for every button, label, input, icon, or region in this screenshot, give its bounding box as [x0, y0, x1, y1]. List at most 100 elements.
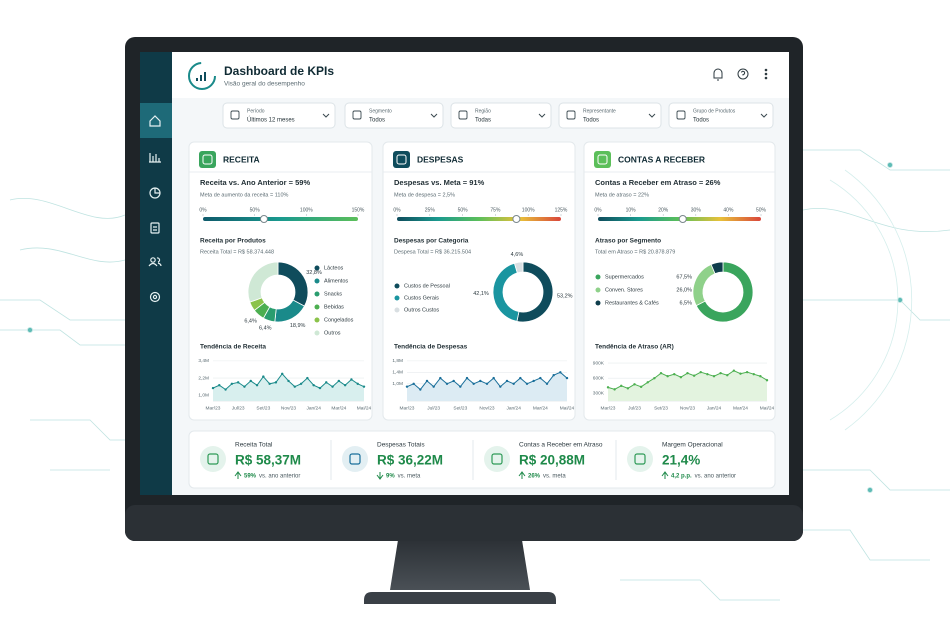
point [699, 370, 702, 374]
x-tick-label: Set/23 [654, 405, 668, 411]
gauge-tick-label: 0% [594, 207, 602, 213]
point [465, 376, 469, 380]
logo [188, 62, 216, 90]
chart-title: Despesas por Categoria [394, 238, 469, 245]
gauge-tick-label: 0% [199, 207, 207, 213]
point [405, 385, 409, 388]
kpi-comparison: vs. meta [543, 474, 566, 480]
gauge-tick-label: 50% [250, 207, 261, 213]
point [726, 374, 729, 377]
gauge-tick-label: 25% [425, 207, 436, 213]
bars-icon[interactable] [149, 153, 161, 163]
point [739, 372, 742, 375]
users-icon[interactable] [150, 257, 156, 263]
gauge-tick-label: 150% [352, 207, 365, 213]
chart-title: Tendência de Atraso (AR) [595, 344, 674, 351]
point [639, 385, 643, 389]
donut-slice [247, 261, 279, 303]
x-tick-label: Set/23 [453, 405, 467, 411]
x-tick-label: Jul/23 [232, 405, 245, 411]
home-icon[interactable] [149, 115, 161, 127]
panel-icon-glyph [396, 154, 407, 165]
point [459, 385, 462, 388]
gauge-bar [397, 217, 561, 221]
legend-label: Supermercados [605, 274, 644, 280]
y-tick-label: 1,4M [392, 370, 403, 376]
chart-subtitle: Total em Atraso = R$ 20.878.879 [595, 249, 675, 255]
legend-swatch [314, 278, 320, 284]
point [485, 382, 489, 385]
filter-value: Todas [475, 118, 491, 124]
legend-swatch [314, 265, 320, 271]
point [419, 388, 422, 391]
point [432, 385, 435, 388]
help-icon[interactable] [737, 68, 749, 80]
legend-label: Outros Custos [404, 307, 439, 313]
point [626, 387, 630, 390]
gauge-tick-label: 10% [626, 207, 637, 213]
point [512, 382, 515, 385]
point [479, 379, 482, 383]
panel [188, 141, 373, 421]
chart-title: Atraso por Segmento [595, 238, 661, 245]
page-title: Dashboard de KPIs [224, 64, 334, 78]
filter-dropdown[interactable] [344, 102, 444, 129]
logo-bars [196, 72, 206, 81]
legend-swatch [394, 307, 400, 313]
legend-label: Restaurantes & Cafés [605, 300, 659, 306]
settings-icon[interactable] [149, 291, 161, 303]
legend-value: 26,0% [676, 287, 692, 293]
kpi-icon-glyph [349, 453, 361, 465]
sidebar-active[interactable] [140, 103, 172, 138]
background-decor [0, 149, 950, 601]
menu-icon[interactable] [764, 68, 768, 72]
point [712, 375, 716, 378]
point [439, 376, 442, 380]
gauge-title: Receita vs. Ano Anterior = 59% [200, 178, 310, 187]
filter-icon [230, 110, 240, 120]
gauge-marker [678, 215, 687, 223]
legend-label: Snacks [324, 291, 342, 297]
filter-label: Grupo de Produtos [693, 108, 736, 114]
point [287, 379, 290, 383]
point [692, 374, 696, 377]
point [274, 381, 278, 384]
point [306, 376, 309, 380]
point [425, 379, 429, 383]
donut-value-label: 53,2% [557, 293, 573, 299]
point [646, 381, 649, 384]
point [565, 376, 569, 380]
filter-dropdown[interactable] [450, 102, 552, 129]
filter-dropdown[interactable] [558, 102, 662, 129]
doc-icon[interactable] [150, 222, 160, 234]
filter-dropdown[interactable] [222, 102, 336, 129]
bell-icon[interactable] [713, 68, 723, 81]
filter-icon [352, 110, 362, 120]
point [325, 381, 328, 384]
donut-slice [695, 261, 754, 323]
gauge-tick-label: 40% [723, 207, 734, 213]
gauge-tick-label: 75% [490, 207, 501, 213]
chart-subtitle: Receita Total = R$ 58.374.448 [200, 249, 274, 255]
point [362, 385, 366, 388]
filter-dropdown[interactable] [668, 102, 774, 129]
point [445, 382, 449, 385]
panel [382, 141, 576, 421]
point [653, 377, 656, 380]
legend-value: 67,5% [676, 274, 692, 280]
donut-value-label: 4,6% [511, 252, 524, 258]
x-tick-label: Nov/23 [281, 405, 297, 411]
x-tick-label: Mar/23 [601, 405, 616, 411]
filter-label: Representante [583, 108, 616, 114]
legend-swatch [595, 274, 601, 280]
y-tick-label: 1,0M [198, 393, 209, 399]
x-tick-label: Set/23 [256, 405, 270, 411]
kpi-delta: 9% [386, 474, 395, 480]
chart-title: Tendência de Despesas [394, 344, 468, 351]
legend-label: Bebidas [324, 304, 344, 310]
chevron [648, 113, 656, 118]
kpi-icon-glyph [207, 453, 219, 465]
gauge-tick-label: 125% [555, 207, 568, 213]
legend-label: Congelados [324, 317, 354, 323]
